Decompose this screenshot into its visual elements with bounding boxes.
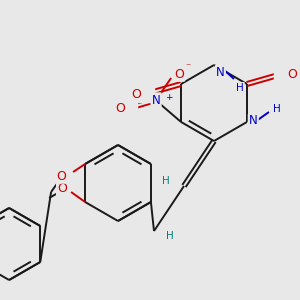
Text: O: O bbox=[57, 182, 67, 196]
Text: N: N bbox=[216, 66, 225, 79]
Text: H: H bbox=[236, 83, 244, 93]
Text: N: N bbox=[152, 94, 161, 106]
Text: O: O bbox=[131, 88, 141, 100]
Text: H: H bbox=[162, 176, 170, 186]
Text: O: O bbox=[56, 169, 66, 182]
Text: O: O bbox=[115, 101, 125, 115]
Text: +: + bbox=[165, 93, 172, 102]
Text: H: H bbox=[166, 231, 174, 241]
Text: ⁻: ⁻ bbox=[185, 62, 190, 72]
Text: H: H bbox=[273, 104, 281, 114]
Text: O: O bbox=[174, 68, 184, 80]
Text: N: N bbox=[249, 115, 258, 128]
Text: O: O bbox=[287, 68, 297, 80]
